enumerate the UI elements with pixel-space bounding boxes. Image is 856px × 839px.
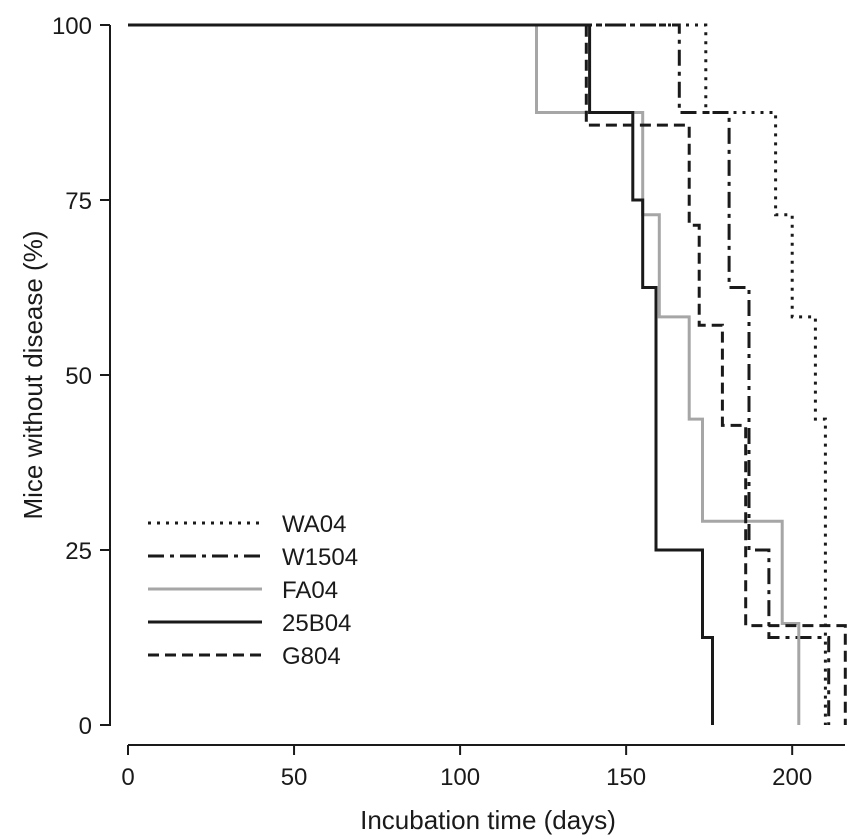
x-axis-title: Incubation time (days)	[360, 805, 616, 835]
x-tick-label: 200	[772, 764, 812, 791]
legend-label-25b04: 25B04	[282, 610, 351, 637]
legend-label-g804: G804	[282, 643, 341, 670]
x-tick-label: 50	[281, 764, 308, 791]
y-tick-label: 75	[65, 188, 92, 215]
legend: WA04 W1504 FA04 25B04 G804	[148, 511, 358, 670]
series-line-wa04	[128, 23, 827, 725]
legend-label-w1504: W1504	[282, 544, 358, 571]
y-ticks: 0 25 50 75 100	[52, 13, 110, 740]
series-line-25b04	[128, 23, 714, 725]
x-tick-label: 150	[606, 764, 646, 791]
y-tick-label: 25	[65, 538, 92, 565]
y-axis-title: Mice without disease (%)	[18, 231, 48, 520]
x-tick-label: 100	[440, 764, 480, 791]
axes	[109, 25, 845, 746]
x-ticks: 0 50 100 150 200	[121, 745, 812, 791]
series-line-fa04	[128, 23, 801, 725]
legend-label-wa04: WA04	[282, 511, 346, 538]
y-tick-label: 50	[65, 363, 92, 390]
series-layer	[128, 23, 847, 725]
y-tick-label: 100	[52, 13, 92, 40]
x-tick-label: 0	[121, 764, 134, 791]
series-line-g804	[128, 23, 847, 725]
series-line-w1504	[128, 23, 831, 725]
y-tick-label: 0	[79, 713, 92, 740]
legend-label-fa04: FA04	[282, 577, 338, 604]
